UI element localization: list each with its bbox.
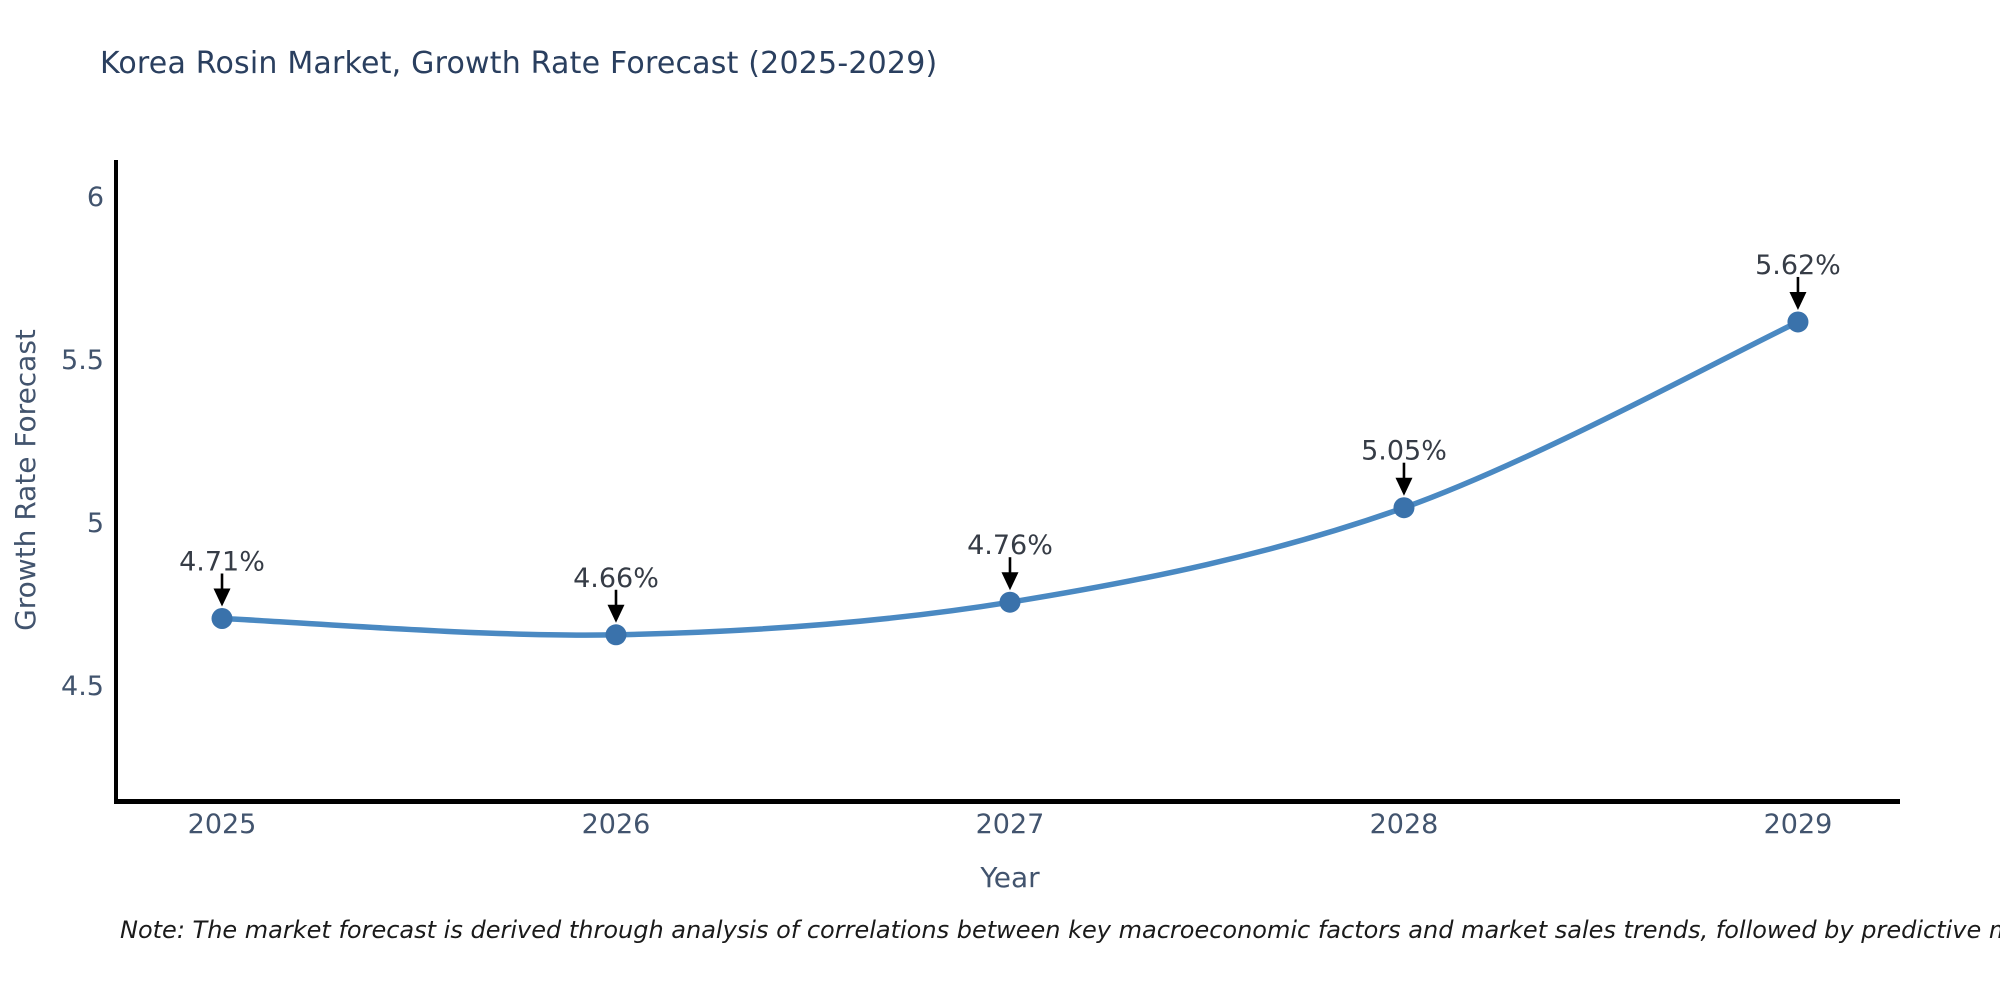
data-point-marker <box>999 591 1021 613</box>
data-point-label: 4.66% <box>573 563 659 594</box>
y-tick-label: 5.5 <box>61 345 104 377</box>
annotation-arrow-head <box>213 588 231 607</box>
data-point-marker <box>1393 497 1415 519</box>
y-tick-label: 5 <box>86 507 104 539</box>
x-tick-label: 2027 <box>975 809 1045 840</box>
y-axis-line <box>114 160 118 804</box>
y-tick-label: 4.5 <box>61 670 104 702</box>
y-tick-label: 6 <box>86 182 104 214</box>
annotation-arrow-head <box>1395 477 1413 496</box>
data-point-label: 5.62% <box>1755 250 1841 281</box>
x-tick-label: 2025 <box>187 809 257 840</box>
x-axis-title: Year <box>980 861 1040 894</box>
x-tick-label: 2029 <box>1763 809 1833 840</box>
x-axis-line <box>114 799 1900 804</box>
chart-title: Korea Rosin Market, Growth Rate Forecast… <box>100 46 938 81</box>
data-point-marker <box>211 607 233 629</box>
x-tick-label: 2028 <box>1369 809 1439 840</box>
annotation-arrow-head <box>607 604 625 623</box>
annotation-arrow-head <box>1001 572 1019 591</box>
data-point-label: 4.76% <box>967 530 1053 561</box>
footnote: Note: The market forecast is derived thr… <box>120 916 2000 944</box>
data-point-label: 5.05% <box>1361 436 1447 467</box>
x-tick-label: 2026 <box>581 809 651 840</box>
annotation-arrow-head <box>1789 291 1807 310</box>
data-point-label: 4.71% <box>179 546 265 577</box>
data-point-marker <box>1787 311 1809 333</box>
data-point-marker <box>605 624 627 646</box>
